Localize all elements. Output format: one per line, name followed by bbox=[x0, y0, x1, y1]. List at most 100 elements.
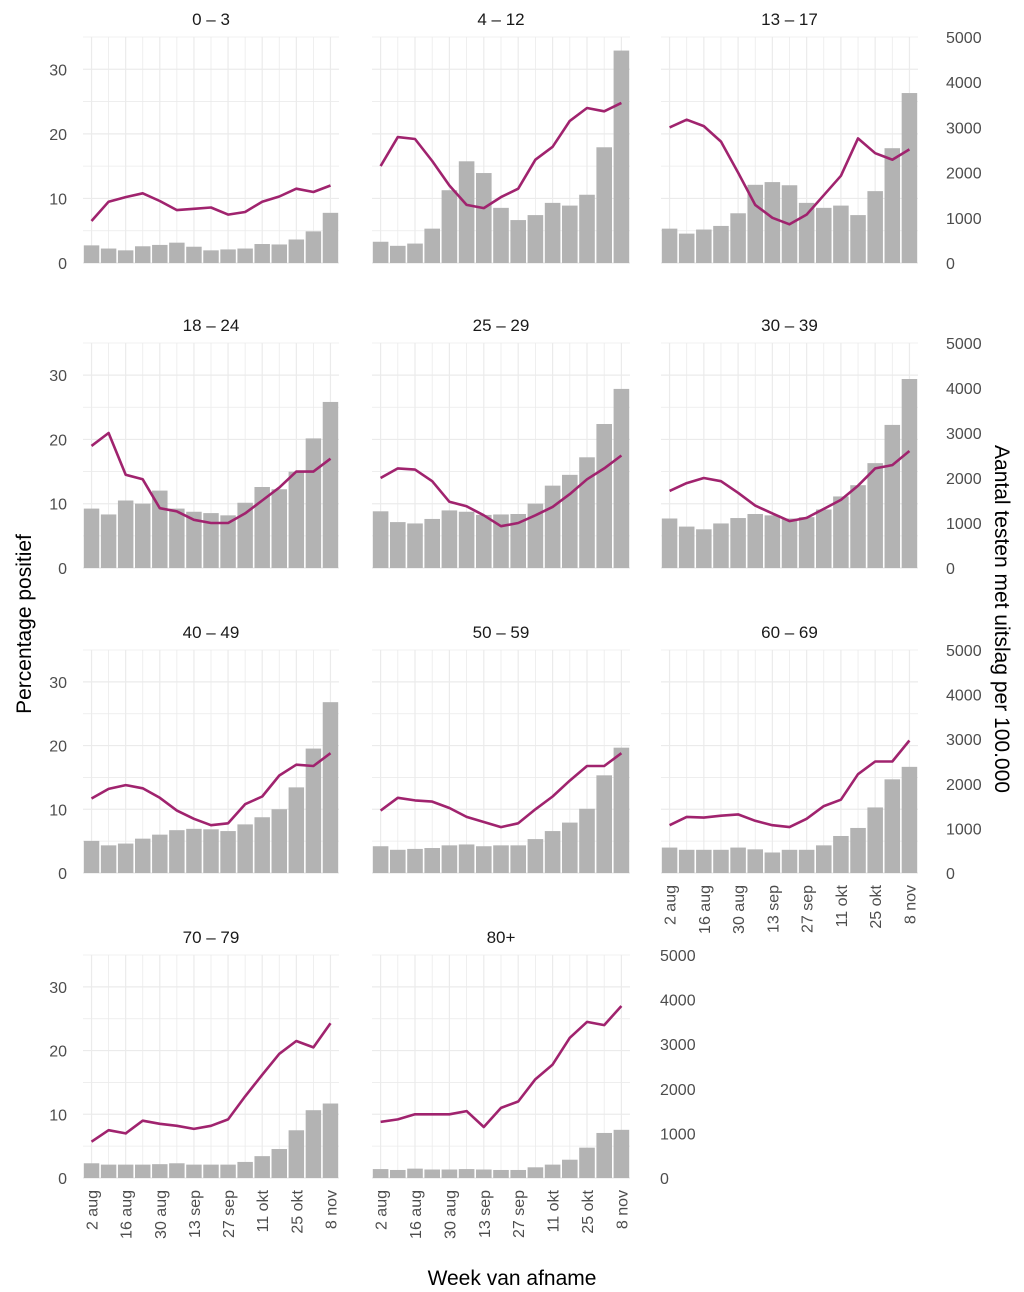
facet-title: 13 – 17 bbox=[761, 10, 818, 29]
y-right-tick-label: 1000 bbox=[946, 516, 982, 533]
x-tick-label: 8 nov bbox=[324, 1190, 341, 1229]
bar-tests bbox=[220, 1164, 236, 1178]
bar-tests bbox=[562, 822, 578, 873]
bar-tests bbox=[867, 463, 883, 568]
bar-tests bbox=[83, 840, 100, 873]
bar-tests bbox=[661, 228, 678, 263]
y-left-tick-label: 0 bbox=[58, 256, 67, 273]
facet-title: 0 – 3 bbox=[192, 10, 230, 29]
x-tick-label: 16 aug bbox=[697, 885, 714, 934]
bar-tests bbox=[237, 248, 253, 263]
x-tick-label: 11 okt bbox=[834, 884, 851, 927]
bar-tests bbox=[544, 831, 561, 873]
bar-tests bbox=[237, 824, 253, 873]
bar-tests bbox=[764, 515, 781, 568]
y-right-tick-label: 4000 bbox=[946, 688, 982, 705]
bar-tests bbox=[833, 496, 849, 568]
facet-title: 80+ bbox=[487, 928, 516, 947]
x-tick-label: 2 aug bbox=[374, 1190, 391, 1230]
bar-tests bbox=[596, 424, 612, 568]
bar-tests bbox=[305, 231, 322, 263]
y-left-tick-label: 0 bbox=[58, 561, 67, 578]
bar-tests bbox=[407, 523, 423, 568]
bar-tests bbox=[441, 1169, 458, 1178]
bar-tests bbox=[305, 1110, 322, 1178]
bar-tests bbox=[510, 220, 526, 263]
bar-tests bbox=[186, 1164, 202, 1178]
facet-panel: 60 – 69 0 1000 2000 3000 4000 5000 2 aug 16 aug 3… bbox=[661, 623, 982, 934]
bar-tests bbox=[305, 438, 322, 568]
y-right-tick-label: 2000 bbox=[660, 1082, 696, 1099]
bar-tests bbox=[254, 1156, 270, 1178]
y-right-tick-label: 0 bbox=[946, 866, 955, 883]
facet-title: 40 – 49 bbox=[183, 623, 240, 642]
bar-tests bbox=[390, 1169, 406, 1178]
bar-tests bbox=[816, 207, 832, 263]
x-axis-title: Week van afname bbox=[428, 1267, 597, 1290]
bar-tests bbox=[203, 513, 219, 568]
bar-tests bbox=[254, 487, 270, 568]
bar-tests bbox=[237, 1161, 253, 1178]
bar-tests bbox=[901, 379, 918, 568]
bar-tests bbox=[372, 1169, 389, 1178]
bar-tests bbox=[117, 1164, 134, 1178]
bar-tests bbox=[322, 702, 339, 873]
bar-tests bbox=[441, 510, 458, 568]
bar-tests bbox=[117, 500, 134, 568]
bar-tests bbox=[476, 1169, 492, 1178]
bar-tests bbox=[135, 838, 151, 873]
bar-tests bbox=[152, 490, 168, 568]
bar-tests bbox=[764, 182, 781, 263]
facet-panel: 25 – 29 bbox=[372, 316, 630, 569]
line-percentage-positive bbox=[90, 752, 332, 827]
bar-tests bbox=[441, 845, 458, 873]
x-tick-label: 11 okt bbox=[255, 1189, 272, 1232]
bar-tests bbox=[203, 1164, 219, 1178]
y-right-tick-label: 4000 bbox=[946, 381, 982, 398]
bar-tests bbox=[152, 1164, 168, 1178]
bar-tests bbox=[816, 845, 832, 873]
bar-tests bbox=[169, 830, 185, 873]
bar-tests bbox=[901, 766, 918, 873]
bar-tests bbox=[476, 846, 492, 873]
bar-tests bbox=[510, 845, 526, 873]
line-percentage-positive bbox=[379, 752, 623, 829]
bar-tests bbox=[613, 388, 630, 568]
bar-tests bbox=[510, 514, 526, 568]
bar-tests bbox=[884, 424, 901, 568]
facet-title: 18 – 24 bbox=[183, 316, 240, 335]
bar-tests bbox=[527, 503, 544, 568]
bar-tests bbox=[424, 228, 440, 263]
facet-panel: 50 – 59 bbox=[372, 623, 630, 874]
bar-tests bbox=[254, 817, 270, 873]
bar-tests bbox=[203, 250, 219, 263]
y-right-tick-label: 3000 bbox=[946, 120, 982, 137]
bar-tests bbox=[562, 205, 578, 263]
y-right-tick-label: 3000 bbox=[660, 1037, 696, 1054]
y-left-tick-label: 30 bbox=[49, 675, 67, 692]
bar-tests bbox=[781, 518, 798, 568]
y-right-tick-label: 4000 bbox=[946, 75, 982, 92]
line-percentage-positive bbox=[379, 454, 623, 528]
x-tick-label: 13 sep bbox=[477, 1190, 494, 1238]
x-tick-label: 25 okt bbox=[580, 1189, 597, 1233]
bar-tests bbox=[271, 1149, 287, 1178]
x-tick-label: 27 sep bbox=[800, 885, 817, 933]
bar-tests bbox=[816, 509, 832, 568]
bar-tests bbox=[169, 242, 185, 263]
bar-tests bbox=[579, 457, 595, 568]
y-left-tick-label: 10 bbox=[49, 191, 67, 208]
line-percentage-positive bbox=[90, 184, 331, 222]
y-right-tick-label: 4000 bbox=[660, 993, 696, 1010]
bar-tests bbox=[596, 775, 612, 873]
facet-title: 25 – 29 bbox=[473, 316, 530, 335]
bar-tests bbox=[288, 787, 305, 873]
bar-tests bbox=[527, 1167, 544, 1178]
y-left-tick-label: 10 bbox=[49, 1107, 67, 1124]
bar-tests bbox=[390, 522, 406, 568]
bar-tests bbox=[696, 529, 712, 568]
bar-tests bbox=[271, 809, 287, 873]
facet-panel: 13 – 17 0 1000 2000 3000 4000 5000 bbox=[661, 10, 982, 273]
bar-tests bbox=[661, 847, 678, 873]
